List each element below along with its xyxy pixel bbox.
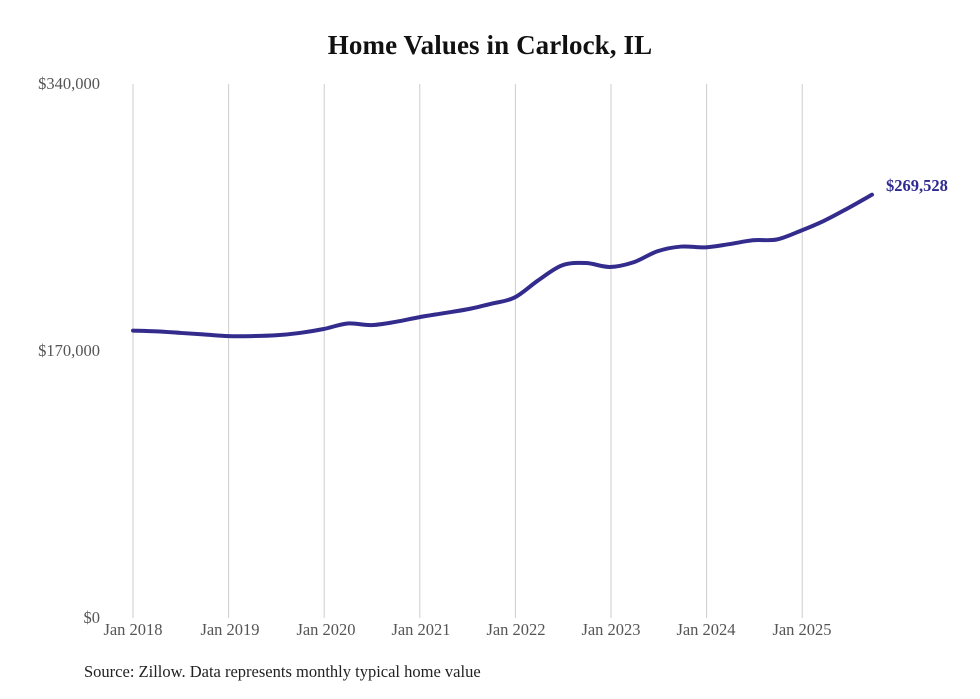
x-axis-tick-label-4: Jan 2022: [486, 620, 546, 639]
x-axis-tick-label-5: Jan 2023: [581, 620, 641, 639]
x-axis-tick-label-1: Jan 2019: [200, 620, 260, 639]
x-axis-tick-label-2: Jan 2020: [296, 620, 356, 639]
x-axis-tick-label-0: Jan 2018: [103, 620, 163, 639]
gridlines: [132, 84, 803, 618]
x-axis-tick-label-3: Jan 2021: [391, 620, 451, 639]
chart-title: Home Values in Carlock, IL: [327, 30, 653, 60]
y-axis-tick-label-0: $0: [83, 608, 101, 627]
source-note: Source: Zillow. Data represents monthly …: [84, 662, 481, 681]
end-value-label: $269,528: [886, 176, 948, 195]
y-axis-tick-label-340000: $340,000: [38, 74, 100, 93]
x-axis-tick-label-7: Jan 2025: [772, 620, 832, 639]
y-axis-tick-label-170000: $170,000: [38, 341, 100, 360]
x-axis-tick-label-6: Jan 2024: [676, 620, 736, 639]
line-series-typical-home-value: [131, 192, 874, 339]
